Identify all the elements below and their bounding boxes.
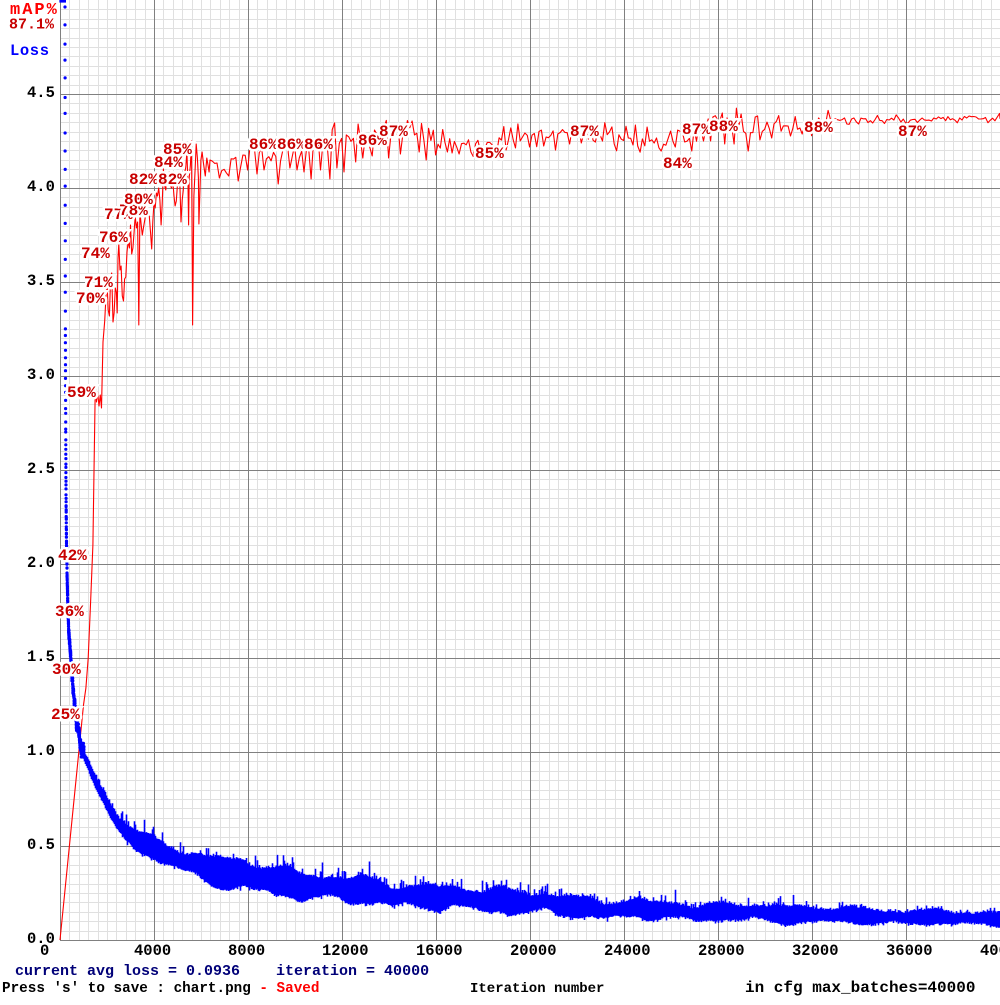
svg-text:59%: 59% [67, 384, 96, 402]
svg-text:84%: 84% [663, 155, 692, 173]
svg-text:in cfg max_batches=40000: in cfg max_batches=40000 [745, 979, 975, 997]
svg-text:88%: 88% [804, 119, 833, 137]
svg-text:86%: 86% [358, 132, 387, 150]
svg-text:76%: 76% [99, 229, 128, 247]
svg-text:88%: 88% [709, 118, 738, 136]
svg-text:84%: 84% [154, 154, 183, 172]
svg-text:87%: 87% [570, 123, 599, 141]
svg-text:87.1%: 87.1% [9, 17, 55, 34]
svg-text:84%: 84% [663, 155, 692, 173]
svg-text:82%: 82% [129, 171, 158, 189]
svg-text:mAP%: mAP% [10, 1, 59, 20]
svg-text:12000: 12000 [322, 942, 369, 960]
svg-text:88%: 88% [804, 119, 833, 137]
svg-text:0.5: 0.5 [27, 836, 55, 854]
svg-text:85%: 85% [163, 141, 192, 159]
svg-text:25%: 25% [51, 706, 80, 724]
svg-text:74%: 74% [81, 245, 110, 263]
svg-text:3.0: 3.0 [27, 366, 55, 384]
svg-text:28000: 28000 [698, 942, 745, 960]
svg-text:86%: 86% [304, 136, 333, 154]
svg-text:87%: 87% [898, 123, 927, 141]
svg-text:40000: 40000 [980, 942, 1000, 960]
svg-text:77%: 77% [104, 206, 133, 224]
svg-text:24000: 24000 [604, 942, 651, 960]
svg-text:2.5: 2.5 [27, 460, 55, 478]
svg-text:70%: 70% [76, 290, 105, 308]
svg-text:0.0: 0.0 [27, 930, 55, 948]
svg-text:42%: 42% [58, 547, 87, 565]
svg-text:86%: 86% [358, 132, 387, 150]
svg-text:42%: 42% [58, 547, 87, 565]
svg-text:87%: 87% [682, 121, 711, 139]
svg-text:76%: 76% [99, 229, 128, 247]
svg-text:87.1%: 87.1% [9, 17, 55, 34]
svg-text:0: 0 [40, 942, 49, 960]
svg-text:36%: 36% [55, 603, 84, 621]
svg-text:3.5: 3.5 [27, 272, 55, 290]
svg-text:87%: 87% [682, 121, 711, 139]
svg-text:87%: 87% [898, 123, 927, 141]
svg-text:78%: 78% [119, 202, 148, 220]
svg-text:36%: 36% [55, 603, 84, 621]
svg-text:32000: 32000 [792, 942, 839, 960]
svg-text:74%: 74% [81, 245, 110, 263]
svg-text:30%: 30% [52, 661, 81, 679]
svg-text:82%: 82% [158, 171, 187, 189]
svg-text:71%: 71% [84, 274, 113, 292]
svg-text:84%: 84% [154, 154, 183, 172]
svg-text:86%: 86% [249, 136, 278, 154]
svg-text:87%: 87% [379, 123, 408, 141]
svg-text:78%: 78% [119, 202, 148, 220]
svg-text:Loss: Loss [10, 42, 50, 60]
svg-text:82%: 82% [129, 171, 158, 189]
svg-text:85%: 85% [163, 141, 192, 159]
svg-text:1.0: 1.0 [27, 742, 55, 760]
svg-text:82%: 82% [158, 171, 187, 189]
svg-text:2.0: 2.0 [27, 554, 55, 572]
svg-text:87%: 87% [570, 123, 599, 141]
svg-text:71%: 71% [84, 274, 113, 292]
svg-text:current avg loss = 0.0936 i: current avg loss = 0.0936 iteration = 40… [15, 963, 429, 980]
svg-text:25%: 25% [51, 706, 80, 724]
svg-text:70%: 70% [76, 290, 105, 308]
svg-text:4.0: 4.0 [27, 178, 55, 196]
svg-text:86%: 86% [277, 136, 306, 154]
svg-text:8000: 8000 [228, 942, 265, 960]
svg-text:87%: 87% [379, 123, 408, 141]
svg-text:85%: 85% [475, 145, 504, 163]
svg-text:80%: 80% [124, 191, 153, 209]
svg-text:Press 's' to save : chart.png: Press 's' to save : chart.png - Saved [2, 981, 319, 997]
svg-text:88%: 88% [709, 118, 738, 136]
svg-text:16000: 16000 [416, 942, 463, 960]
svg-text:85%: 85% [475, 145, 504, 163]
svg-text:20000: 20000 [510, 942, 557, 960]
svg-text:1.5: 1.5 [27, 648, 55, 666]
svg-text:4000: 4000 [134, 942, 171, 960]
svg-text:36000: 36000 [886, 942, 933, 960]
svg-text:Iteration number: Iteration number [470, 981, 604, 997]
svg-text:77%: 77% [104, 206, 133, 224]
svg-text:80%: 80% [124, 191, 153, 209]
svg-text:59%: 59% [67, 384, 96, 402]
svg-text:86%: 86% [249, 136, 278, 154]
svg-text:4.5: 4.5 [27, 84, 55, 102]
svg-text:30%: 30% [52, 661, 81, 679]
svg-text:86%: 86% [304, 136, 333, 154]
svg-text:86%: 86% [277, 136, 306, 154]
